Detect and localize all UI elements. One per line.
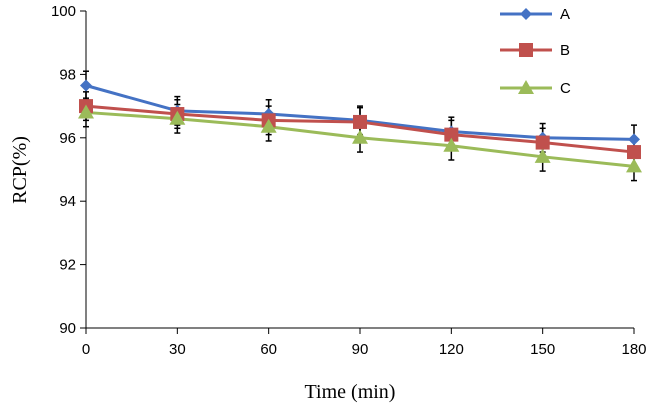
point-c <box>534 148 551 163</box>
x-tick-label: 0 <box>82 341 90 358</box>
y-tick-label: 96 <box>59 130 76 147</box>
y-tick-label: 100 <box>51 3 76 20</box>
y-axis-title: RCP(%) <box>9 136 31 204</box>
y-tick-label: 94 <box>59 193 76 210</box>
point-b <box>444 127 459 142</box>
x-tick-label: 90 <box>352 341 369 358</box>
series-markers <box>78 79 642 173</box>
point-c <box>78 104 94 119</box>
legend-marker-b <box>519 43 533 57</box>
legend-label-c: C <box>560 80 571 97</box>
point-b <box>535 135 550 150</box>
point-c <box>169 110 186 125</box>
legend: A B C <box>500 6 571 97</box>
point-c <box>260 118 277 133</box>
legend-label-b: B <box>560 42 570 59</box>
y-tick-label: 98 <box>59 66 76 83</box>
point-a <box>628 133 640 146</box>
x-tick-label: 60 <box>260 341 277 358</box>
x-tick-label: 180 <box>621 341 646 358</box>
point-c <box>626 158 642 173</box>
point-c <box>352 129 368 144</box>
y-tick-label: 92 <box>59 257 76 274</box>
x-tick-label: 150 <box>530 341 555 358</box>
point-a <box>80 79 92 92</box>
point-b <box>627 145 641 160</box>
x-axis-title: Time (min) <box>305 381 396 403</box>
point-b <box>353 114 367 129</box>
y-tick-label: 90 <box>59 320 76 337</box>
legend-marker-c <box>518 80 534 94</box>
legend-marker-a <box>520 8 532 20</box>
point-c <box>443 137 460 152</box>
axes <box>85 11 634 329</box>
x-tick-label: 30 <box>169 341 186 358</box>
legend-label-a: A <box>560 6 570 23</box>
ticks: 90 92 94 96 98 100 0 30 60 90 120 150 180 <box>51 3 647 358</box>
x-tick-label: 120 <box>439 341 464 358</box>
